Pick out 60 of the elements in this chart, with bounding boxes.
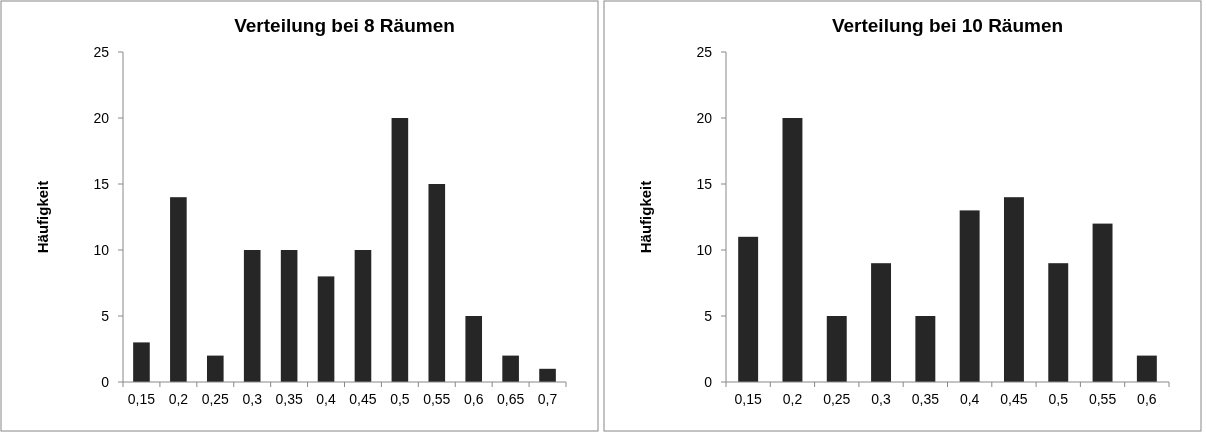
y-tick-label: 15 — [696, 175, 713, 192]
bar — [539, 368, 556, 382]
x-tick-label: 0,15 — [127, 391, 156, 407]
y-tick-label: 5 — [704, 307, 713, 324]
bar — [133, 342, 150, 382]
chart-title: Verteilung bei 8 Räumen — [234, 15, 455, 36]
x-tick-label: 0,35 — [911, 391, 940, 407]
x-tick-label: 0,6 — [463, 391, 484, 407]
x-tick-label: 0,7 — [537, 391, 558, 407]
x-tick-label: 0,5 — [1048, 391, 1069, 407]
bar — [871, 263, 892, 382]
y-tick-label: 25 — [93, 43, 110, 60]
bar — [354, 250, 372, 382]
bar — [280, 250, 298, 382]
y-tick-label: 15 — [93, 175, 110, 192]
bar — [206, 355, 224, 382]
chart-title: Verteilung bei 10 Räumen — [831, 15, 1064, 36]
x-tick-label: 0,3 — [871, 391, 891, 407]
x-tick-label: 0,2 — [782, 391, 803, 407]
bar — [1048, 263, 1069, 382]
bar — [317, 276, 335, 382]
x-tick-label: 0,25 — [823, 391, 851, 407]
bar — [428, 184, 446, 382]
x-tick-label: 0,55 — [1088, 391, 1117, 407]
x-tick-label: 0,65 — [497, 391, 525, 407]
y-axis-title: Häufigkeit — [34, 180, 51, 254]
x-tick-label: 0,5 — [390, 391, 410, 407]
bar — [959, 210, 980, 382]
x-tick-label: 0,4 — [316, 391, 336, 407]
y-tick-label: 10 — [696, 241, 713, 258]
x-tick-label: 0,6 — [1137, 391, 1157, 407]
x-tick-label: 0,45 — [349, 391, 377, 407]
bar — [502, 355, 519, 382]
y-tick-label: 0 — [704, 373, 713, 390]
x-tick-label: 0,25 — [201, 391, 230, 407]
bar — [826, 316, 847, 382]
bar — [1003, 197, 1024, 382]
y-tick-label: 0 — [101, 373, 110, 390]
bar — [465, 316, 483, 382]
bar — [243, 250, 261, 382]
x-tick-label: 0,4 — [959, 391, 980, 407]
y-tick-label: 5 — [101, 307, 110, 324]
y-axis-title: Häufigkeit — [637, 180, 654, 254]
x-tick-label: 0,55 — [423, 391, 451, 407]
y-tick-label: 10 — [93, 241, 110, 258]
bar — [1136, 355, 1157, 382]
x-tick-label: 0,3 — [242, 391, 263, 407]
bar — [738, 236, 759, 382]
x-tick-label: 0,45 — [1000, 391, 1028, 407]
y-tick-label: 25 — [696, 43, 713, 60]
bar — [915, 316, 936, 382]
bar — [391, 118, 409, 382]
x-tick-label: 0,15 — [734, 391, 762, 407]
x-tick-label: 0,2 — [168, 391, 189, 407]
bar — [1092, 223, 1113, 382]
bar — [170, 197, 187, 382]
x-tick-label: 0,35 — [275, 391, 303, 407]
y-tick-label: 20 — [93, 109, 110, 126]
y-tick-label: 20 — [696, 109, 713, 126]
bar — [782, 118, 803, 382]
